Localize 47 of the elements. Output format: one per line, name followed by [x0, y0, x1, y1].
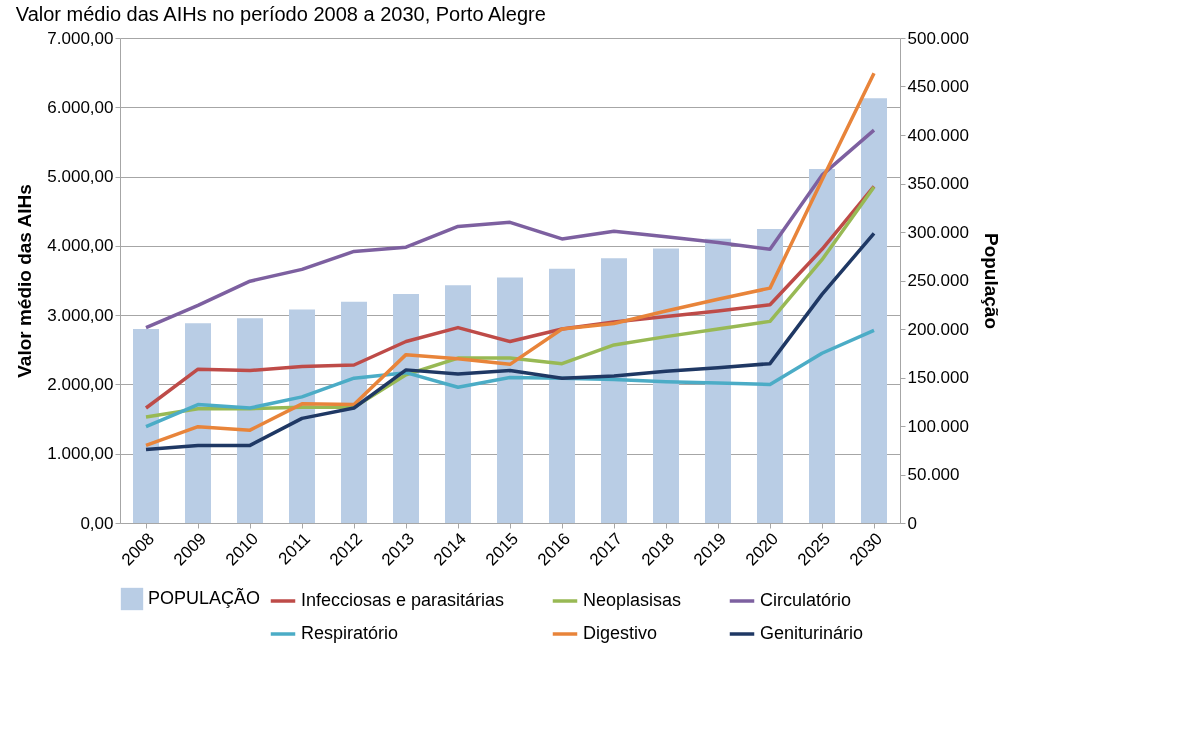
bar [601, 258, 627, 523]
line-series [144, 71, 876, 448]
y-tick-label: 2.000,00 [47, 374, 114, 394]
y2-tick-label: 200.000 [907, 319, 969, 339]
bar [393, 294, 419, 523]
y-tick-label: 3.000,00 [47, 305, 114, 325]
y2-tick-label: 250.000 [907, 271, 969, 290]
legend-label: Infecciosas e parasitárias [301, 590, 505, 610]
y2-axis-title: População [980, 232, 1002, 330]
y-tick-label: 1.000,00 [47, 444, 114, 464]
y-tick-label: 5.000,00 [47, 167, 114, 187]
legend-label: Digestivo [583, 623, 658, 643]
line-series [144, 128, 876, 330]
y2-tick-label: 100.000 [907, 416, 969, 436]
bar [185, 323, 211, 523]
bar [861, 98, 887, 523]
line-series [144, 328, 876, 429]
line-series [144, 231, 876, 452]
bar [497, 277, 523, 523]
chart-title: Valor médio das AIHs no período 2008 a 2030, Porto Alegre [15, 3, 546, 25]
y2-tick-label: 400.000 [907, 125, 969, 145]
y-tick-label: 6.000,00 [47, 97, 114, 117]
bar [653, 248, 679, 523]
y2-tick-label: 350.000 [907, 174, 969, 193]
bar [705, 238, 731, 523]
y2-tick-label: 150.000 [907, 368, 969, 387]
legend-label: Respiratório [301, 623, 399, 643]
bar [809, 168, 835, 523]
y-axis-title: Valor médio das AIHs [14, 184, 36, 378]
bar [549, 268, 575, 523]
y2-tick-label: 50.000 [907, 465, 960, 484]
bar [445, 285, 471, 523]
y2-tick-label: 300.000 [907, 222, 969, 242]
bar [341, 301, 367, 523]
legend-label: Circulatório [760, 590, 852, 610]
y-tick-label: 7.000,00 [47, 28, 114, 48]
legend-label: Neoplasisas [583, 590, 682, 610]
y2-tick-label: 500.000 [907, 28, 969, 48]
y-tick-label: 0,00 [80, 513, 114, 533]
bar [133, 329, 159, 523]
y2-tick-label: 0 [907, 513, 917, 533]
legend-label: Geniturinário [760, 623, 864, 643]
legend-label: POPULAÇÃO [148, 587, 261, 608]
bar [289, 309, 315, 523]
y2-tick-label: 450.000 [907, 77, 969, 96]
y-tick-label: 4.000,00 [47, 236, 114, 256]
bar [237, 318, 263, 523]
